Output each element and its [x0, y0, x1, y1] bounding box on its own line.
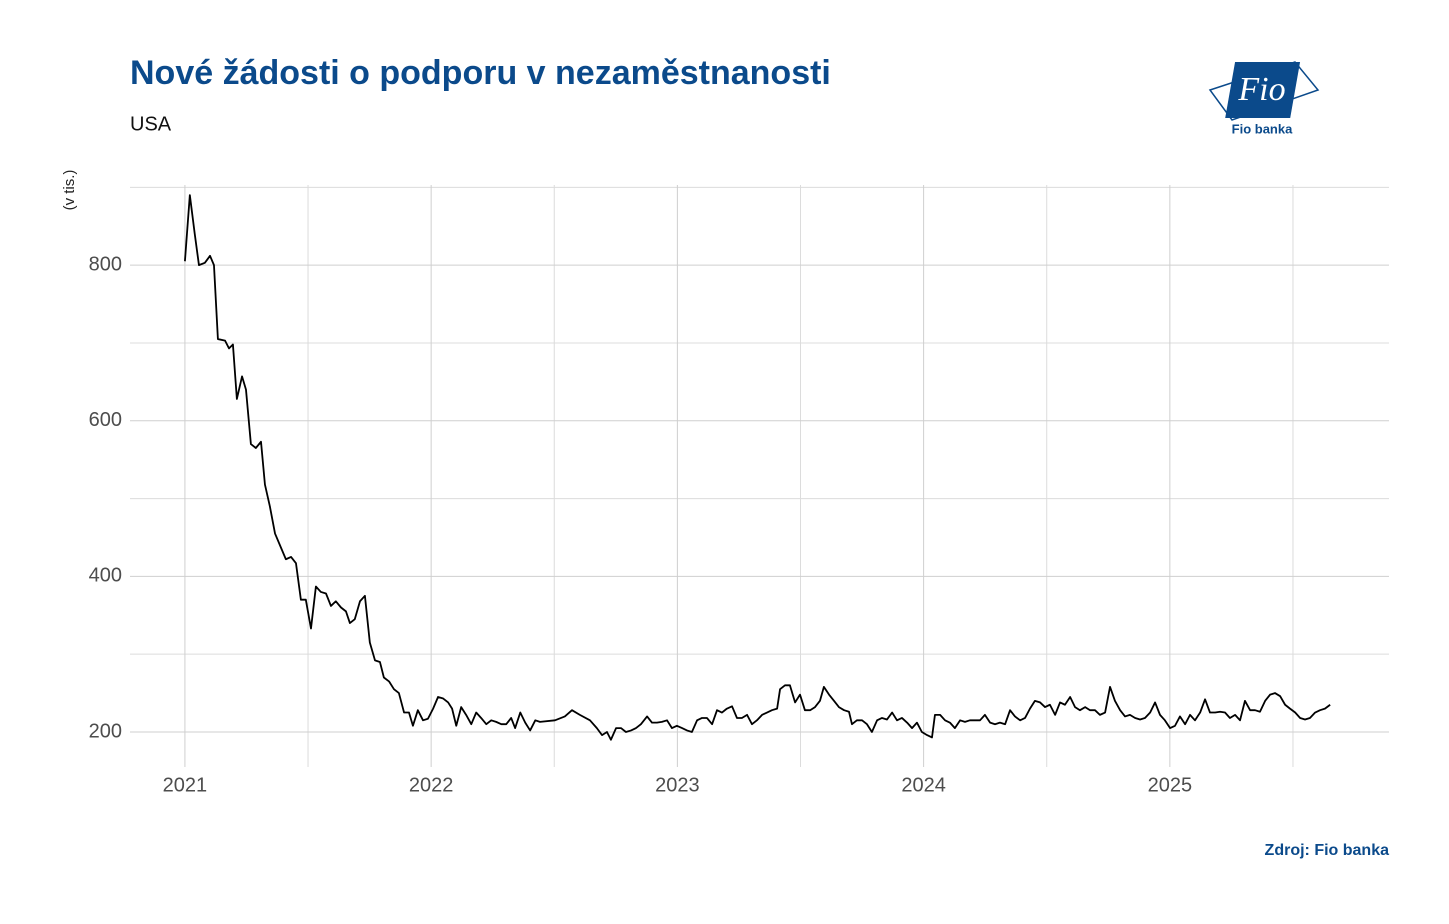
x-tick-label: 2025 — [1148, 774, 1193, 796]
logo-flag — [1225, 62, 1301, 118]
y-axis-label: (v tis.) — [61, 170, 78, 211]
data-line — [184, 194, 1331, 741]
x-tick-label: 2024 — [901, 774, 946, 796]
chart-subtitle: USA — [130, 113, 172, 135]
y-tick-label: 400 — [89, 565, 122, 587]
y-tick-label: 600 — [89, 409, 122, 431]
x-tick-label: 2022 — [409, 774, 454, 796]
logo-caption: Fio banka — [1232, 121, 1293, 136]
x-tick-label: 2023 — [655, 774, 700, 796]
y-tick-label: 800 — [89, 253, 122, 275]
y-tick-label: 200 — [89, 720, 122, 742]
source: Zdroj: Fio banka — [1265, 842, 1390, 859]
x-tick-label: 2021 — [163, 774, 208, 796]
logo-mark: Fio — [1237, 71, 1285, 108]
chart-title: Nové žádosti o podporu v nezaměstnanosti — [130, 54, 831, 92]
logo: Fio Fio banka — [1208, 61, 1320, 136]
